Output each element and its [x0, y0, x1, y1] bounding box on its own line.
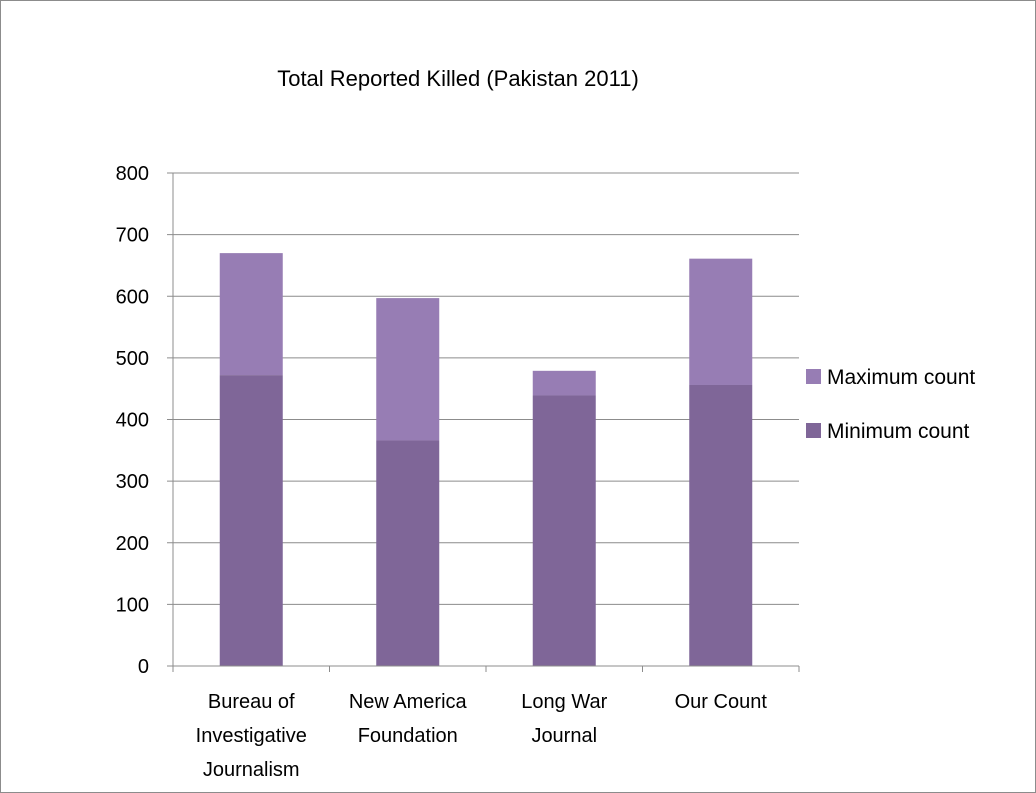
y-tick-label: 600 — [116, 286, 149, 308]
legend-label: Minimum count — [827, 420, 970, 443]
x-category-label: Journalism — [203, 759, 300, 781]
bar-minimum-count — [376, 440, 440, 666]
y-tick-label: 500 — [116, 348, 149, 370]
x-category-label: Long War — [521, 691, 607, 713]
x-category-label: Bureau of — [208, 691, 295, 713]
legend-swatch — [806, 369, 821, 384]
y-tick-label: 700 — [116, 225, 149, 247]
x-category-label: Journal — [531, 725, 597, 747]
x-category-label: Investigative — [196, 725, 307, 747]
legend: Maximum count Minimum count — [806, 366, 975, 443]
bar-minimum-count — [689, 384, 753, 666]
y-tick-label: 400 — [116, 410, 149, 432]
x-category-label: Foundation — [358, 725, 458, 747]
x-category-labels: Bureau of Investigative Journalism New Amer… — [196, 691, 768, 781]
y-tick-label: 100 — [116, 594, 149, 616]
bars — [219, 253, 753, 666]
legend-swatch — [806, 423, 821, 438]
y-tick-label: 300 — [116, 471, 149, 493]
bar-maximum-count — [376, 298, 440, 441]
y-tick-label: 0 — [138, 656, 149, 678]
axes — [172, 173, 800, 672]
x-category-label: Our Count — [675, 691, 768, 713]
bar-maximum-count — [219, 253, 283, 376]
y-tick-label: 800 — [116, 163, 149, 185]
y-tick-labels: 0 100 200 300 400 500 600 700 800 — [116, 163, 149, 678]
chart-title: Total Reported Killed (Pakistan 2011) — [277, 66, 639, 91]
y-tick-label: 200 — [116, 533, 149, 555]
legend-label: Maximum count — [827, 366, 975, 389]
bar-maximum-count — [689, 258, 753, 385]
bar-maximum-count — [532, 370, 596, 396]
bar-minimum-count — [219, 375, 283, 666]
bar-minimum-count — [532, 395, 596, 666]
x-category-label: New America — [349, 691, 468, 713]
